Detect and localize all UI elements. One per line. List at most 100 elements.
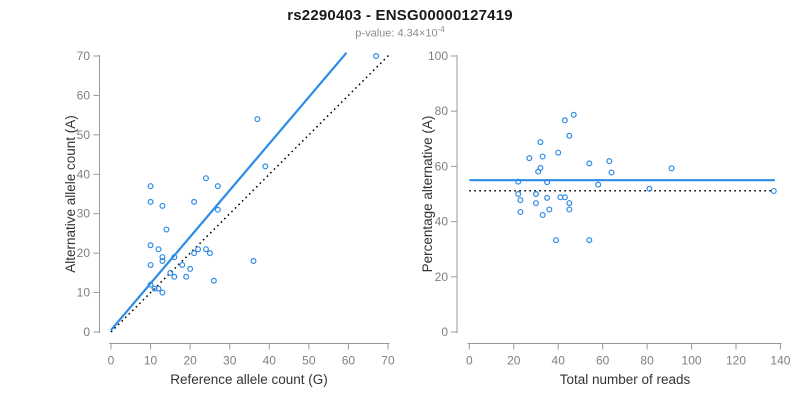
x-tick-label: 60 xyxy=(342,354,356,368)
x-tick-label: 20 xyxy=(183,354,197,368)
data-point xyxy=(546,206,553,213)
data-point xyxy=(159,202,166,209)
x-tick-label: 50 xyxy=(302,354,316,368)
x-tick-label: 20 xyxy=(507,354,521,368)
data-point xyxy=(147,281,154,288)
x-tick-label: 30 xyxy=(223,354,237,368)
data-point xyxy=(147,183,154,190)
y-tick-label: 40 xyxy=(77,167,91,181)
pvalue-mantissa: 4.34×10 xyxy=(397,27,438,40)
data-point xyxy=(155,246,162,253)
data-point xyxy=(206,250,213,257)
data-point xyxy=(163,226,170,233)
data-point xyxy=(202,246,209,253)
data-point xyxy=(544,179,551,186)
data-point xyxy=(195,246,202,253)
data-point xyxy=(147,242,154,249)
y-tick-label: 60 xyxy=(435,159,449,173)
data-point xyxy=(250,258,257,265)
x-tick-label: 60 xyxy=(596,354,610,368)
data-point xyxy=(179,261,186,268)
data-point xyxy=(147,261,154,268)
x-axis-title: Reference allele count (G) xyxy=(170,372,328,387)
x-tick-label: 100 xyxy=(682,354,702,368)
data-point xyxy=(167,269,174,276)
y-tick-label: 20 xyxy=(435,270,449,284)
identity-line xyxy=(110,53,391,333)
data-point xyxy=(517,208,524,215)
y-tick-label: 10 xyxy=(77,286,91,300)
data-point xyxy=(539,153,546,160)
data-point xyxy=(515,191,522,198)
data-point xyxy=(586,237,593,244)
data-point xyxy=(646,185,653,192)
x-tick-label: 140 xyxy=(770,354,790,368)
data-point xyxy=(557,194,564,201)
y-tick-label: 0 xyxy=(441,325,448,339)
y-tick-label: 80 xyxy=(435,104,449,118)
data-point xyxy=(537,139,544,146)
x-tick-label: 80 xyxy=(640,354,654,368)
data-point xyxy=(254,116,261,123)
pvalue-exponent: -4 xyxy=(437,25,445,34)
data-point xyxy=(586,160,593,167)
data-point xyxy=(570,111,577,118)
data-point xyxy=(595,181,602,188)
x-tick-label: 0 xyxy=(466,354,473,368)
data-point xyxy=(566,206,573,213)
data-point xyxy=(183,273,190,280)
data-point xyxy=(608,169,615,176)
x-axis-title: Total number of reads xyxy=(560,372,691,387)
data-point xyxy=(171,273,178,280)
data-point xyxy=(155,285,162,292)
y-axis-title: Alternative allele count (A) xyxy=(63,115,78,273)
y-tick-label: 60 xyxy=(77,88,91,102)
pvalue-prefix: p-value: xyxy=(355,27,398,40)
x-tick-label: 70 xyxy=(381,354,395,368)
data-point xyxy=(515,178,522,185)
data-point xyxy=(159,254,166,261)
y-tick-label: 30 xyxy=(77,207,91,221)
x-tick-label: 10 xyxy=(144,354,158,368)
percentage-alternative-plot: 0 20 40 60 80 100 0 20 40 60 80 100 120 140 Total numb… xyxy=(420,49,791,387)
data-point xyxy=(171,254,178,261)
data-point xyxy=(770,187,777,194)
data-point xyxy=(532,191,539,198)
data-point xyxy=(555,149,562,156)
data-point xyxy=(214,206,221,213)
allele-counts-plot: 0 10 20 30 40 50 60 70 0 10 20 30 40 50 60 70 Reference … xyxy=(63,49,395,387)
data-point xyxy=(539,211,546,218)
y-tick-label: 50 xyxy=(77,128,91,142)
data-point xyxy=(566,200,573,207)
data-point xyxy=(373,52,380,59)
y-tick-label: 40 xyxy=(435,215,449,229)
x-tick-label: 0 xyxy=(108,354,115,368)
data-point xyxy=(526,155,533,162)
data-point xyxy=(532,200,539,207)
plot-title: rs2290403 - ENSG00000127419 xyxy=(287,7,513,24)
data-point xyxy=(668,165,675,172)
x-tick-label: 40 xyxy=(552,354,566,368)
x-tick-label: 40 xyxy=(263,354,277,368)
data-point xyxy=(159,258,166,265)
data-point xyxy=(191,198,198,205)
y-tick-label: 100 xyxy=(428,49,448,63)
data-point xyxy=(159,289,166,296)
data-point xyxy=(151,285,158,292)
x-tick-label: 120 xyxy=(726,354,746,368)
y-tick-label: 0 xyxy=(83,325,90,339)
data-point xyxy=(535,168,542,175)
y-axis-title: Percentage alternative (A) xyxy=(420,116,435,273)
plot-subtitle: p-value: 4.34×10-4 xyxy=(0,25,800,40)
y-tick-label: 20 xyxy=(77,246,91,260)
data-point xyxy=(147,198,154,205)
data-point xyxy=(191,250,198,257)
data-point xyxy=(214,183,221,190)
data-point xyxy=(262,163,269,170)
y-tick-label: 70 xyxy=(77,49,91,63)
data-point xyxy=(544,194,551,201)
data-point xyxy=(202,175,209,182)
data-point xyxy=(187,265,194,272)
